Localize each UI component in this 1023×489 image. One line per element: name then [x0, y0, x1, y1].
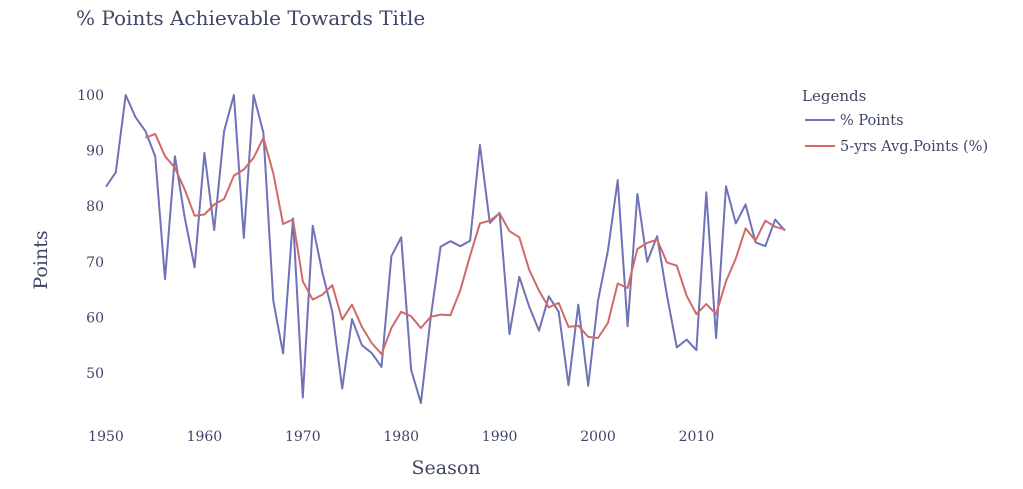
- series-layer: [105, 94, 786, 404]
- legend-label: 5-yrs Avg.Points (%): [840, 139, 988, 155]
- legend[interactable]: Legends % Points 5-yrs Avg.Points (%): [802, 87, 988, 155]
- series-line-1: [105, 94, 786, 404]
- legend-label: % Points: [840, 113, 904, 129]
- x-tick-label: 2010: [679, 429, 715, 445]
- y-axis-title: Points: [30, 230, 52, 289]
- legend-title: Legends: [802, 87, 866, 105]
- x-tick-label: 1970: [285, 429, 321, 445]
- y-tick-label: 80: [86, 199, 104, 215]
- y-tick-label: 50: [86, 366, 104, 382]
- y-tick-label: 100: [77, 88, 104, 104]
- x-tick-label: 1980: [383, 429, 419, 445]
- y-tick-label: 90: [86, 144, 104, 160]
- y-tick-label: 60: [86, 310, 104, 326]
- x-tick-label: 1960: [187, 429, 223, 445]
- x-tick-label: 2000: [580, 429, 616, 445]
- x-tick-label: 1990: [482, 429, 518, 445]
- x-axis-title: Season: [411, 457, 480, 479]
- y-tick-label: 70: [86, 255, 104, 271]
- x-tick-label: 1950: [88, 429, 124, 445]
- y-axis-ticks: 50 60 70 80 90 100: [77, 88, 104, 382]
- series-line-2: [145, 132, 786, 356]
- chart-title: % Points Achievable Towards Title: [76, 6, 425, 30]
- x-axis-ticks: 1950 1960 1970 1980 1990 2000 2010: [88, 429, 714, 445]
- legend-items: % Points 5-yrs Avg.Points (%): [805, 113, 988, 155]
